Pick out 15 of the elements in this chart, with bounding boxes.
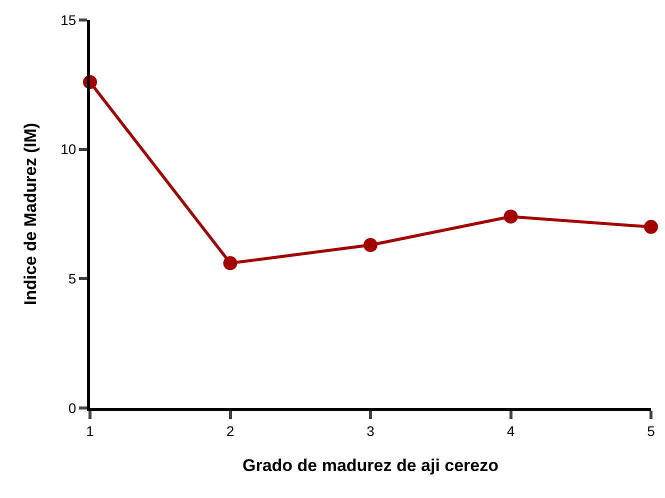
y-tick-label: 15 [60, 12, 76, 28]
x-tick-label: 5 [647, 422, 656, 439]
x-tick-label: 2 [226, 422, 234, 439]
point [364, 238, 378, 252]
y-tick-label: 0 [68, 400, 76, 416]
x-tick-label: 1 [86, 422, 94, 439]
y-tick-label: 10 [60, 141, 76, 158]
point [223, 256, 238, 270]
x-tick-label: 4 [506, 422, 515, 439]
y-axis-title: Indice de Madurez (IM) [21, 122, 40, 306]
x-axis-title: Grado de madurez de aji cerezo [242, 456, 499, 476]
y-tick-label: 5 [68, 270, 76, 287]
point [644, 220, 658, 234]
x-tick-label: 3 [366, 422, 375, 439]
point [504, 210, 518, 224]
